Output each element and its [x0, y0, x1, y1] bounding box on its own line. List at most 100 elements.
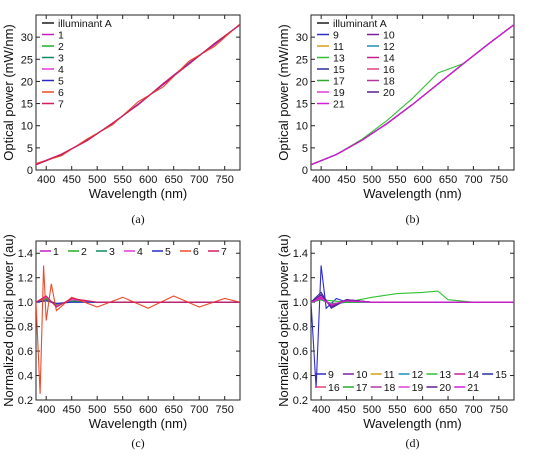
series-line-5 — [36, 24, 240, 166]
panel-label: (b) — [406, 212, 420, 226]
panel-label: (c) — [131, 436, 144, 450]
x-tick-label: 600 — [413, 174, 431, 186]
y-tick-label: 10 — [296, 121, 308, 133]
y-tick-label: 5 — [27, 143, 33, 155]
plot-frame — [310, 240, 515, 401]
series-line-4 — [36, 24, 240, 166]
series-line-7 — [36, 295, 240, 308]
y-tick-label: 1.4 — [293, 248, 308, 260]
y-tick-label: 1.2 — [18, 273, 33, 285]
y-axis-label: Optical power (mW/nm) — [1, 24, 16, 161]
legend-label: 9 — [333, 30, 339, 42]
legend-label: 1 — [53, 246, 59, 258]
legend-label: 14 — [467, 369, 479, 381]
y-axis-label: Optical power (mW/nm) — [276, 24, 291, 161]
x-tick-label: 750 — [490, 174, 508, 186]
x-tick-label: 450 — [337, 174, 355, 186]
y-tick-label: 0.2 — [18, 395, 33, 407]
legend-label: 4 — [58, 64, 64, 76]
y-tick-label: 5 — [302, 143, 308, 155]
x-tick-label: 400 — [37, 404, 55, 416]
y-axis-label: Normalized optical power (au) — [276, 234, 291, 407]
series-line-2 — [36, 24, 240, 166]
legend-label: 14 — [383, 53, 395, 65]
legend-label: 11 — [384, 369, 395, 381]
series-line-3 — [36, 24, 240, 166]
legend-label: 10 — [356, 369, 368, 381]
x-tick-label: 700 — [464, 404, 482, 416]
legend-label: 15 — [333, 64, 345, 76]
legend-label: 16 — [383, 64, 395, 76]
y-tick-label: 25 — [296, 54, 308, 66]
legend-label: 17 — [333, 76, 345, 88]
legend-label: 2 — [58, 41, 64, 53]
legend: 1 2 3 4 5 6 7 — [40, 246, 227, 258]
x-tick-label: 450 — [63, 404, 81, 416]
x-tick-label: 600 — [139, 174, 157, 186]
x-axis-label: Wavelength (nm) — [89, 416, 188, 431]
series-line-21 — [311, 24, 514, 166]
y-tick-label: 0.2 — [293, 395, 308, 407]
chart-panel-a: 400 450 500 550 600 650 700 750051015202530Wave… — [1, 14, 241, 226]
series-line-illuminant-A — [36, 24, 240, 166]
legend-label: 7 — [58, 99, 64, 111]
series-group — [36, 23, 240, 166]
y-tick-label: 15 — [296, 99, 308, 111]
x-tick-label: 400 — [312, 174, 330, 186]
legend-label: 19 — [412, 382, 424, 394]
series-line-13 — [311, 290, 514, 303]
legend-label: 20 — [383, 87, 395, 99]
legend-label: 10 — [383, 30, 395, 42]
y-tick-label: 20 — [296, 76, 308, 88]
y-tick-label: 10 — [21, 121, 33, 133]
x-tick-label: 450 — [63, 174, 81, 186]
series-group — [36, 265, 240, 394]
legend-label: 17 — [356, 382, 368, 394]
x-tick-label: 700 — [464, 174, 482, 186]
chart-panel-b: 400 450 500 550 600 650 700 750 0 5 10 15 20 25 30 Wave… — [276, 14, 515, 226]
x-tick-label: 700 — [190, 174, 208, 186]
legend-label: 2 — [81, 246, 87, 258]
legend-label: 1 — [58, 30, 64, 42]
legend-label: 18 — [384, 382, 396, 394]
x-tick-label: 700 — [190, 404, 208, 416]
legend-label: 11 — [333, 41, 344, 53]
legend-label: illuminant A — [58, 18, 112, 30]
chart-panel-d: 400 450 500 550 600 650 700 750 0.2 0.4 0.6 0.8 1.0 1… — [276, 234, 515, 450]
y-tick-label: 1.0 — [18, 297, 33, 309]
legend-label: 21 — [333, 99, 345, 111]
x-tick-label: 650 — [439, 174, 457, 186]
y-tick-label: 0.8 — [293, 322, 308, 334]
x-tick-label: 650 — [165, 174, 183, 186]
y-tick-label: 0.6 — [18, 346, 33, 358]
x-axis-label: Wavelength (nm) — [89, 186, 188, 201]
legend-label: 9 — [328, 369, 334, 381]
y-tick-label: 0.8 — [18, 322, 33, 334]
y-axis-label: Normalized optical power (au) — [1, 234, 16, 407]
series-group — [311, 265, 514, 388]
x-tick-label: 600 — [139, 404, 157, 416]
plot-frame — [310, 14, 515, 171]
y-tick-label: 1.2 — [293, 273, 308, 285]
plot-frame — [35, 240, 241, 401]
x-tick-label: 750 — [490, 404, 508, 416]
plot-frame — [35, 14, 241, 171]
legend-label: 5 — [58, 76, 64, 88]
series-line-1 — [36, 23, 240, 165]
x-tick-label: 600 — [413, 404, 431, 416]
legend-label: 12 — [412, 369, 424, 381]
legend-label: 7 — [221, 246, 227, 258]
x-tick-label: 650 — [165, 404, 183, 416]
legend-label: 20 — [439, 382, 451, 394]
panel-label: (a) — [131, 212, 144, 226]
x-tick-label: 750 — [216, 174, 234, 186]
legend: 9 10 11 12 13 14 15 16 17 18 19 20 21 — [315, 369, 507, 394]
x-tick-label: 500 — [88, 404, 106, 416]
legend-label: 12 — [383, 41, 395, 53]
x-tick-label: 550 — [388, 404, 406, 416]
x-axis-label: Wavelength (nm) — [363, 416, 462, 431]
chart-panel-c: 400 450 500 550 600 650 700 750 0.2 0.4 0.6 0.8 1.0 1… — [1, 234, 241, 450]
legend-label: 4 — [137, 246, 143, 258]
